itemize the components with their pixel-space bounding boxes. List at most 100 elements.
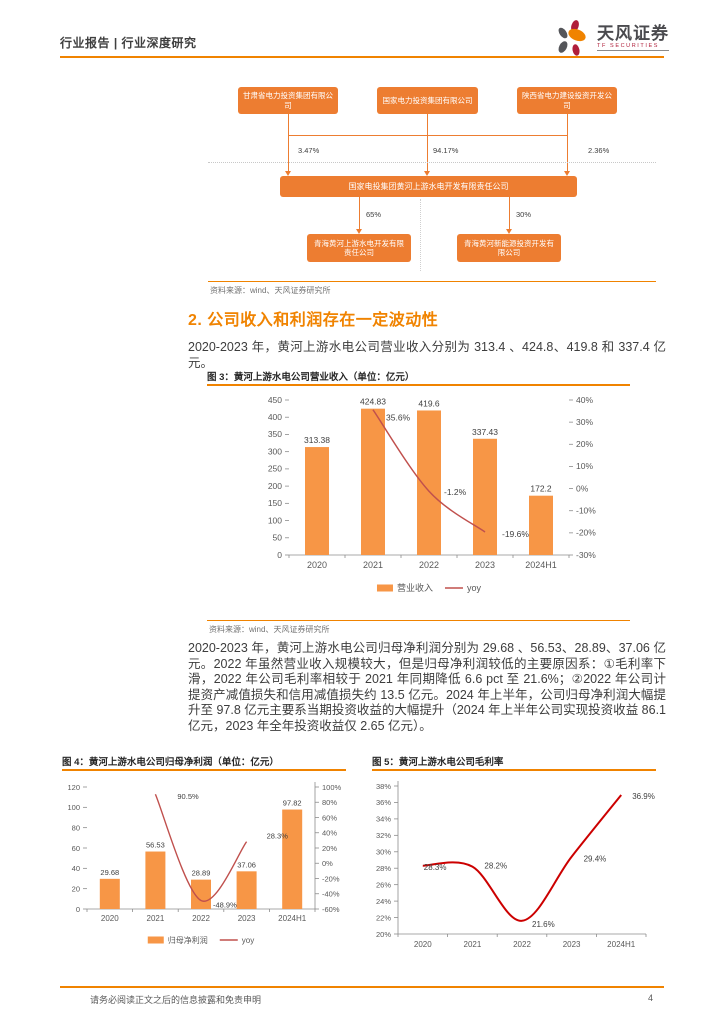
svg-text:313.38: 313.38 <box>304 435 330 445</box>
arrow-down-icon <box>564 171 570 176</box>
figure2-source: 资料来源：wind、天风证券研究所 <box>210 286 331 295</box>
brand-subtitle: TF SECURITIES <box>597 43 669 51</box>
section-heading: 2. 公司收入和利润存在一定波动性 <box>188 312 439 329</box>
legend-label: 营业收入 <box>397 582 433 593</box>
bar-2024H1 <box>282 809 303 909</box>
svg-text:-40%: -40% <box>322 890 340 899</box>
legend-label: 归母净利润 <box>168 935 208 945</box>
org-subsidiary-box-2: 青海黄河新能源投资开发有限公司 <box>457 234 561 262</box>
svg-text:2020: 2020 <box>414 940 432 949</box>
svg-text:28.3%: 28.3% <box>424 863 447 872</box>
svg-text:200: 200 <box>268 481 282 491</box>
svg-text:2024H1: 2024H1 <box>525 560 557 570</box>
svg-text:2020: 2020 <box>307 560 327 570</box>
svg-text:172.2: 172.2 <box>530 484 552 494</box>
org-connector <box>288 114 289 135</box>
paragraph-revenue: 2020-2023 年，黄河上游水电公司营业收入分别为 313.4 、424.8… <box>188 340 666 370</box>
share-label-sub-2: 30% <box>516 210 532 219</box>
line-毛利率 <box>422 794 622 922</box>
figure3-rule <box>207 384 630 386</box>
org-connector <box>288 135 568 136</box>
svg-text:-10%: -10% <box>576 506 596 516</box>
footer-disclaimer: 请务必阅读正文之后的信息披露和免责申明 <box>90 995 262 1005</box>
dotted-divider <box>208 162 656 163</box>
svg-text:35.6%: 35.6% <box>386 413 411 423</box>
svg-text:-19.6%: -19.6% <box>502 529 529 539</box>
paragraph-net-profit: 2020-2023 年，黄河上游水电公司归母净利润分别为 29.68 、56.5… <box>188 641 666 733</box>
svg-text:-20%: -20% <box>576 528 596 538</box>
svg-text:2024H1: 2024H1 <box>278 914 307 923</box>
svg-text:0: 0 <box>76 905 80 914</box>
svg-text:29.4%: 29.4% <box>584 855 607 864</box>
org-connector <box>427 114 428 135</box>
org-subsidiary-box-1: 青海黄河上游水电开发有限责任公司 <box>307 234 411 262</box>
svg-text:37.06: 37.06 <box>237 860 256 869</box>
line-yoy <box>154 793 248 902</box>
net-profit-chart-svg: 0 20 40 60 80 100 120 -60% -40% -20% 0% 20% 40% 60% 80… <box>67 782 342 945</box>
share-label-2: 94.17% <box>433 146 459 155</box>
svg-text:38%: 38% <box>376 782 391 791</box>
svg-text:28.3%: 28.3% <box>267 832 289 841</box>
svg-text:28.89: 28.89 <box>192 869 211 878</box>
svg-text:26%: 26% <box>376 880 391 889</box>
svg-text:34%: 34% <box>376 815 391 824</box>
svg-text:32%: 32% <box>376 831 391 840</box>
svg-text:20%: 20% <box>576 439 593 449</box>
svg-text:21.6%: 21.6% <box>532 920 555 929</box>
svg-text:-30%: -30% <box>576 550 596 560</box>
legend-swatch <box>376 584 393 592</box>
svg-text:80: 80 <box>72 823 80 832</box>
org-company-box: 国家电投集团黄河上游水电开发有限责任公司 <box>280 176 577 197</box>
footer-divider <box>60 986 664 988</box>
svg-text:30%: 30% <box>376 848 391 857</box>
figure3-source: 资料来源：wind、天风证券研究所 <box>209 625 330 634</box>
tf-securities-logo-icon <box>556 20 592 56</box>
revenue-chart-svg: 0 50 100 150 200 250 300 350 400 450 -30% -20% -10% 0… <box>268 395 596 593</box>
arrow-down-icon <box>506 229 512 234</box>
dotted-divider-vertical <box>420 199 421 271</box>
figure4-rule <box>62 769 346 771</box>
svg-text:40: 40 <box>72 864 80 873</box>
figure3-source-divider <box>207 620 630 621</box>
svg-text:2024H1: 2024H1 <box>607 940 636 949</box>
svg-text:28%: 28% <box>376 864 391 873</box>
svg-text:60: 60 <box>72 844 80 853</box>
figure5-title: 图 5：黄河上游水电公司毛利率 <box>372 757 504 768</box>
svg-text:250: 250 <box>268 464 282 474</box>
bar-2023 <box>236 871 257 909</box>
figure5-rule <box>372 769 656 771</box>
arrow-down-icon <box>285 171 291 176</box>
svg-text:2022: 2022 <box>513 940 531 949</box>
svg-text:2021: 2021 <box>363 560 383 570</box>
svg-text:350: 350 <box>268 429 282 439</box>
svg-text:80%: 80% <box>322 798 337 807</box>
bar-2020 <box>99 878 120 909</box>
breadcrumb: 行业报告 | 行业深度研究 <box>60 36 197 50</box>
org-parent-box-2: 国家电力投资集团有限公司 <box>377 87 478 114</box>
org-connector <box>567 114 568 135</box>
brand-name: 天风证券 <box>597 24 669 43</box>
svg-text:2020: 2020 <box>101 914 119 923</box>
org-connector <box>359 197 360 230</box>
svg-text:56.53: 56.53 <box>146 841 165 850</box>
svg-text:-20%: -20% <box>322 874 340 883</box>
svg-text:2022: 2022 <box>192 914 210 923</box>
revenue-chart: 0 50 100 150 200 250 300 350 400 450 -30% -20% -10% 0… <box>207 389 630 607</box>
svg-text:400: 400 <box>268 412 282 422</box>
svg-text:0%: 0% <box>322 859 333 868</box>
svg-text:20%: 20% <box>376 930 391 939</box>
svg-text:97.82: 97.82 <box>283 799 302 808</box>
svg-text:120: 120 <box>67 783 80 792</box>
gross-margin-chart: 20% 22% 24% 26% 28% 30% 32% 34% 36% 38% 2020 2021 20… <box>372 775 657 960</box>
svg-text:50: 50 <box>273 533 283 543</box>
svg-text:22%: 22% <box>376 913 391 922</box>
svg-text:450: 450 <box>268 395 282 405</box>
bar-2022 <box>417 410 441 555</box>
bar-2022 <box>191 879 211 909</box>
bar-2020 <box>305 447 329 555</box>
svg-text:0%: 0% <box>576 483 589 493</box>
brand-logo: 天风证券 TF SECURITIES <box>556 20 669 56</box>
legend-label: yoy <box>467 583 482 593</box>
net-profit-chart: 0 20 40 60 80 100 120 -60% -40% -20% 0% 20% 40% 60% 80… <box>62 775 347 957</box>
